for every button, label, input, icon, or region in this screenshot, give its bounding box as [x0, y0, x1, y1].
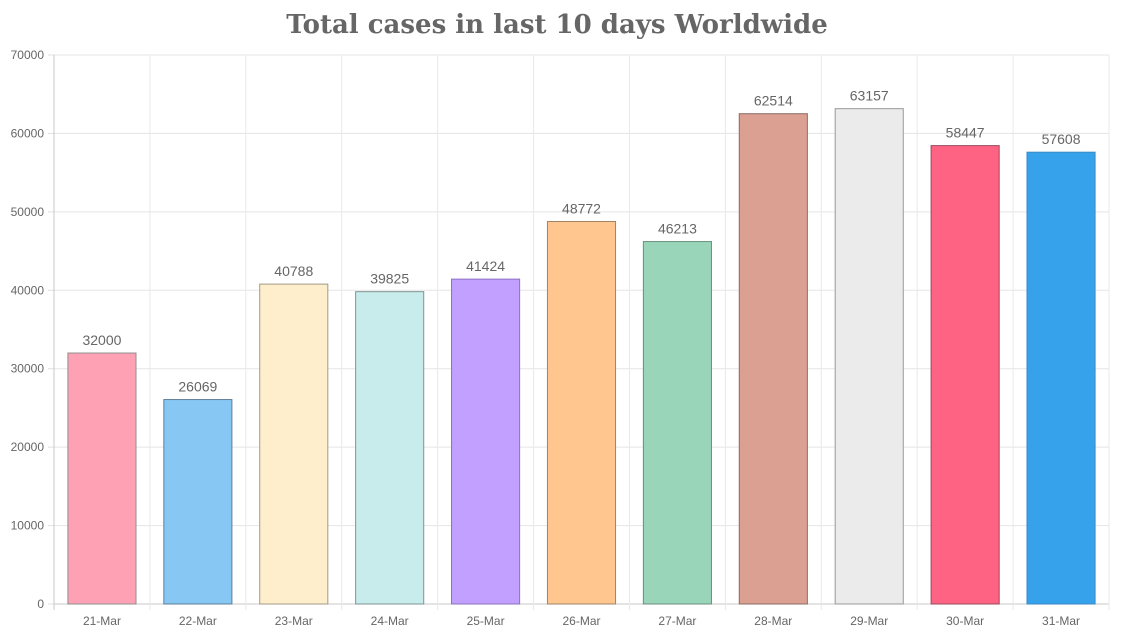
x-tick-label: 29-Mar — [850, 614, 888, 628]
x-tick-label: 23-Mar — [275, 614, 313, 628]
bar-26-Mar — [546, 220, 617, 605]
x-tick-label: 26-Mar — [562, 614, 600, 628]
data-label: 39825 — [370, 271, 409, 287]
bar-27-Mar — [642, 241, 712, 605]
data-label: 57608 — [1042, 131, 1081, 147]
data-label: 32000 — [82, 332, 121, 348]
x-tick-label: 28-Mar — [754, 614, 792, 628]
bar-28-Mar — [738, 113, 808, 605]
bar-21-Mar — [67, 352, 137, 605]
data-label: 41424 — [466, 258, 505, 274]
data-label: 46213 — [658, 221, 697, 237]
x-tick-label: 30-Mar — [946, 614, 984, 628]
y-tick-label: 30000 — [11, 362, 45, 376]
x-tick-label: 24-Mar — [371, 614, 409, 628]
y-tick-label: 20000 — [11, 440, 45, 454]
y-tick-label: 70000 — [11, 48, 45, 62]
x-tick-label: 22-Mar — [179, 614, 217, 628]
x-tick-label: 21-Mar — [83, 614, 121, 628]
bar-31-Mar — [1026, 151, 1096, 605]
x-tick-label: 25-Mar — [467, 614, 505, 628]
x-tick-label: 31-Mar — [1042, 614, 1080, 628]
x-tick-label: 27-Mar — [658, 614, 696, 628]
y-tick-label: 40000 — [11, 283, 45, 297]
y-tick-label: 50000 — [11, 205, 45, 219]
bar-25-Mar — [451, 278, 521, 605]
bar-30-Mar — [930, 145, 1000, 605]
data-label: 58447 — [946, 125, 985, 141]
data-label: 26069 — [178, 379, 217, 395]
y-tick-label: 60000 — [11, 126, 45, 140]
bar-29-Mar — [834, 108, 904, 605]
data-label: 63157 — [850, 88, 889, 104]
chart-title: Total cases in last 10 days Worldwide — [286, 10, 828, 40]
y-tick-label: 10000 — [11, 519, 45, 533]
bar-23-Mar — [259, 283, 329, 605]
bar-22-Mar — [163, 399, 233, 605]
data-label: 62514 — [754, 93, 793, 109]
y-tick-label: 0 — [37, 597, 44, 611]
data-label: 48772 — [562, 200, 601, 216]
data-label: 40788 — [274, 263, 313, 279]
bar-24-Mar — [355, 291, 425, 605]
